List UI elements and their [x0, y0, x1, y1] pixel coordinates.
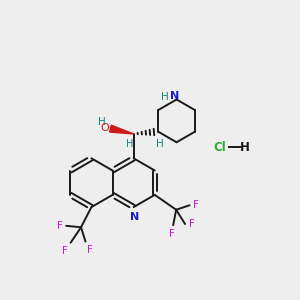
Text: Cl: Cl: [214, 140, 226, 154]
Text: F: F: [57, 221, 63, 231]
Text: O: O: [100, 123, 109, 133]
Text: F: F: [193, 200, 199, 210]
Text: H: H: [98, 117, 105, 127]
Text: N: N: [170, 91, 180, 101]
Text: F: F: [87, 244, 93, 254]
Polygon shape: [110, 125, 134, 134]
Text: F: F: [189, 219, 194, 229]
Text: H: H: [156, 139, 164, 149]
Text: H: H: [161, 92, 169, 101]
Text: F: F: [62, 246, 68, 256]
Text: H: H: [125, 139, 133, 149]
Text: N: N: [130, 212, 139, 222]
Text: H: H: [240, 140, 250, 154]
Text: F: F: [169, 229, 175, 239]
